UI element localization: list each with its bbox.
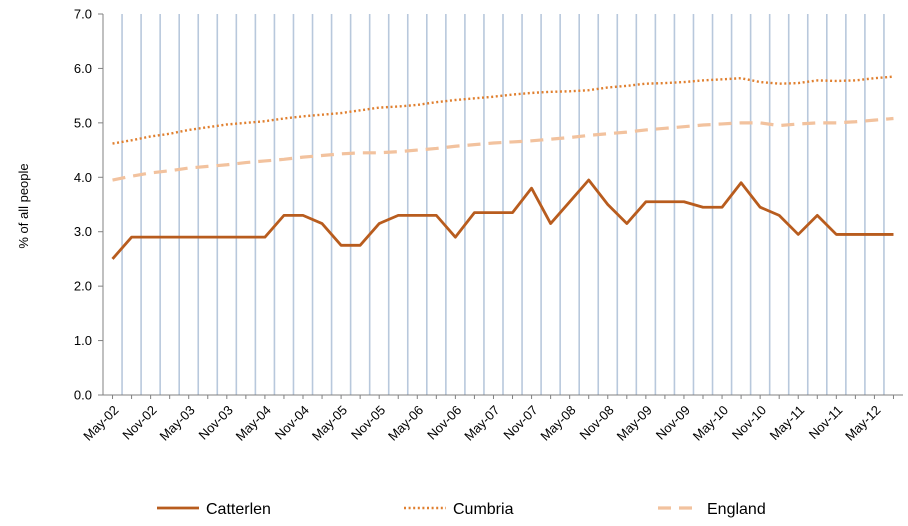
x-tick-label: Nov-02 [119, 402, 159, 442]
x-tick-label: Nov-05 [348, 402, 388, 442]
y-tick-label: 6.0 [74, 61, 92, 76]
x-tick-label: Nov-11 [806, 402, 846, 442]
x-tick-label: May-03 [156, 402, 197, 443]
x-tick-label: May-05 [309, 402, 350, 443]
x-tick-label: May-12 [842, 402, 883, 443]
y-tick-label: 3.0 [74, 224, 92, 239]
x-tick-label: May-02 [80, 402, 121, 443]
x-tick-label: May-06 [385, 402, 426, 443]
x-tick-label: Nov-04 [272, 402, 312, 442]
axes [98, 13, 903, 399]
x-tick-label: Nov-10 [729, 402, 769, 442]
legend-label-cumbria: Cumbria [453, 501, 514, 518]
y-tick-label: 2.0 [74, 279, 92, 294]
legend: Catterlen Cumbria England [157, 501, 766, 518]
series-line-england [112, 116, 894, 182]
y-axis-title: % of all people [16, 163, 31, 248]
x-tick-label: May-08 [537, 402, 578, 443]
y-tick-label: 0.0 [74, 388, 92, 403]
y-tick-label: 5.0 [74, 115, 92, 130]
legend-label-england: England [707, 501, 766, 518]
x-tick-label: May-04 [233, 402, 274, 443]
x-tick-label: May-11 [767, 402, 808, 443]
series-lines [111, 75, 894, 260]
y-tick-label: 7.0 [74, 7, 92, 22]
x-tick-label: Nov-08 [577, 402, 617, 442]
legend-label-catterlen: Catterlen [206, 501, 271, 518]
y-tick-label: 4.0 [74, 170, 92, 185]
y-tick-labels: 0.0 1.0 2.0 3.0 4.0 5.0 6.0 7.0 [74, 7, 92, 403]
series-line-catterlen [111, 178, 894, 260]
vertical-gridlines [121, 14, 885, 395]
x-tick-label: Nov-07 [500, 402, 540, 442]
x-tick-label: May-10 [690, 402, 731, 443]
x-tick-labels: May-02Nov-02May-03Nov-03May-04Nov-04May-… [80, 402, 883, 443]
y-tick-label: 1.0 [74, 333, 92, 348]
x-tick-label: Nov-09 [653, 402, 693, 442]
x-tick-label: Nov-06 [424, 402, 464, 442]
x-tick-label: May-07 [461, 402, 502, 443]
x-tick-label: Nov-03 [196, 402, 236, 442]
series-line-cumbria [112, 75, 894, 145]
x-tick-label: May-09 [614, 402, 655, 443]
